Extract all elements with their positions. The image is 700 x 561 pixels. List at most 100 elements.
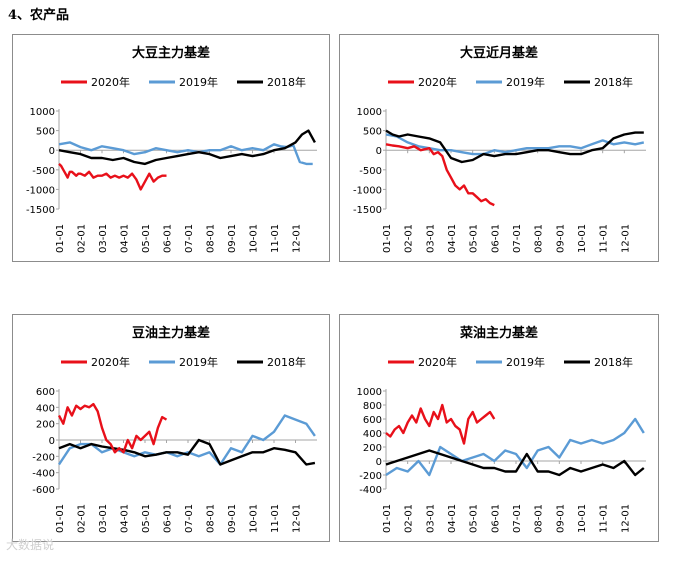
- legend-label-2020: 2020年: [418, 355, 457, 369]
- y-tick-label: -200: [359, 471, 382, 482]
- y-tick-label: -1500: [26, 205, 55, 216]
- y-tick-label: -1500: [353, 205, 382, 216]
- x-tick-label: 11-01: [599, 224, 610, 253]
- y-tick-label: 1000: [30, 107, 55, 118]
- legend-label-2018: 2018年: [267, 75, 306, 89]
- chart-panel-soybean-main: 大豆主力基差 2020年 2019年 2018年 1000 500 0 -500 -1000 -1…: [12, 34, 330, 262]
- legend-label-2019: 2019年: [179, 355, 218, 369]
- series-line-2018: [58, 438, 316, 466]
- x-tick-label: 12-01: [620, 504, 631, 533]
- legend-label-2020: 2020年: [418, 75, 457, 89]
- x-tick-label: 01-01: [382, 504, 393, 533]
- x-tick-label: 11-01: [599, 504, 610, 533]
- series-line-2020: [58, 163, 167, 191]
- y-tick-label: -1000: [26, 185, 55, 196]
- x-tick-label: 08-01: [534, 224, 545, 253]
- x-tick-label: 07-01: [184, 504, 195, 533]
- chart-title: 菜油主力基差: [459, 325, 538, 341]
- series-line-2020: [385, 143, 495, 207]
- series-line-2020: [57, 402, 168, 454]
- chart-panel-soybean-near: 大豆近月基差 2020年 2019年 2018年 1000 500 0 -500 -1000 -1…: [339, 34, 659, 262]
- y-tick-label: -400: [359, 485, 382, 496]
- legend-label-2018: 2018年: [267, 355, 306, 369]
- x-tick-label: 09-01: [227, 224, 238, 253]
- x-tick-label: 02-01: [77, 504, 88, 533]
- series-line-2018: [385, 449, 645, 477]
- y-tick-label: 400: [36, 403, 55, 414]
- x-tick-label: 06-01: [163, 224, 174, 253]
- y-tick-label: 0: [49, 436, 55, 447]
- y-tick-label: -500: [32, 166, 55, 177]
- x-tick-label: 04-01: [447, 504, 458, 533]
- x-tick-label: 10-01: [577, 504, 588, 533]
- watermark: 大数据说: [6, 538, 55, 552]
- x-tick-label: 03-01: [425, 504, 436, 533]
- y-tick-label: -500: [359, 166, 382, 177]
- series-line-2019: [385, 417, 645, 477]
- legend-label-2019: 2019年: [506, 355, 545, 369]
- legend-label-2018: 2018年: [594, 355, 633, 369]
- series-line-2019: [58, 141, 313, 166]
- chart-title: 大豆近月基差: [460, 45, 538, 61]
- x-tick-label: 03-01: [98, 504, 109, 533]
- x-tick-label: 08-01: [206, 504, 217, 533]
- y-tick-label: -600: [32, 485, 55, 496]
- y-tick-label: 0: [49, 146, 55, 157]
- x-tick-label: 03-01: [98, 224, 109, 253]
- x-tick-label: 12-01: [620, 224, 631, 253]
- y-tick-label: 800: [363, 401, 382, 412]
- series-line-2019: [57, 414, 316, 466]
- x-tick-label: 10-01: [577, 224, 588, 253]
- x-tick-label: 05-01: [469, 224, 480, 253]
- x-tick-label: 12-01: [292, 504, 303, 533]
- x-tick-label: 11-01: [270, 504, 281, 533]
- y-tick-label: 400: [363, 429, 382, 440]
- x-tick-label: 03-01: [425, 224, 436, 253]
- chart-title: 豆油主力基差: [132, 325, 210, 341]
- chart-panel-soyoil-main: 豆油主力基差 2020年 2019年 2018年 600 400 200 0 -200 -400 -…: [12, 314, 330, 542]
- x-tick-label: 02-01: [404, 224, 415, 253]
- x-tick-label: 05-01: [141, 224, 152, 253]
- x-tick-label: 11-01: [270, 224, 281, 253]
- x-tick-label: 06-01: [163, 504, 174, 533]
- legend-label-2019: 2019年: [179, 75, 218, 89]
- legend-label-2020: 2020年: [91, 75, 130, 89]
- x-tick-label: 10-01: [249, 504, 260, 533]
- x-tick-label: 09-01: [555, 224, 566, 253]
- x-tick-label: 08-01: [534, 504, 545, 533]
- x-tick-label: 04-01: [120, 224, 131, 253]
- y-tick-label: 1000: [357, 387, 382, 398]
- x-tick-label: 09-01: [555, 504, 566, 533]
- x-tick-label: 07-01: [512, 224, 523, 253]
- x-tick-label: 06-01: [490, 504, 501, 533]
- y-tick-label: 0: [376, 146, 382, 157]
- x-tick-label: 06-01: [490, 224, 501, 253]
- series-line-2018: [385, 129, 644, 164]
- y-tick-label: 1000: [357, 107, 382, 118]
- x-tick-label: 08-01: [206, 224, 217, 253]
- x-tick-label: 02-01: [77, 224, 88, 253]
- x-tick-label: 04-01: [120, 504, 131, 533]
- chart-title: 大豆主力基差: [132, 45, 210, 61]
- y-tick-label: 0: [376, 457, 382, 468]
- x-tick-label: 02-01: [404, 504, 415, 533]
- series-line-2018: [58, 129, 316, 166]
- x-tick-label: 04-01: [447, 224, 458, 253]
- x-tick-label: 01-01: [382, 224, 393, 253]
- y-tick-label: 200: [363, 443, 382, 454]
- x-tick-label: 05-01: [141, 504, 152, 533]
- x-tick-label: 07-01: [184, 224, 195, 253]
- legend-label-2018: 2018年: [594, 75, 633, 89]
- legend-label-2019: 2019年: [506, 75, 545, 89]
- y-tick-label: -1000: [353, 185, 382, 196]
- y-tick-label: -400: [32, 469, 55, 480]
- x-tick-label: 10-01: [249, 224, 260, 253]
- legend-label-2020: 2020年: [91, 355, 130, 369]
- y-tick-label: 500: [363, 127, 382, 138]
- x-tick-label: 05-01: [469, 504, 480, 533]
- y-tick-label: 600: [363, 415, 382, 426]
- x-tick-label: 01-01: [55, 504, 66, 533]
